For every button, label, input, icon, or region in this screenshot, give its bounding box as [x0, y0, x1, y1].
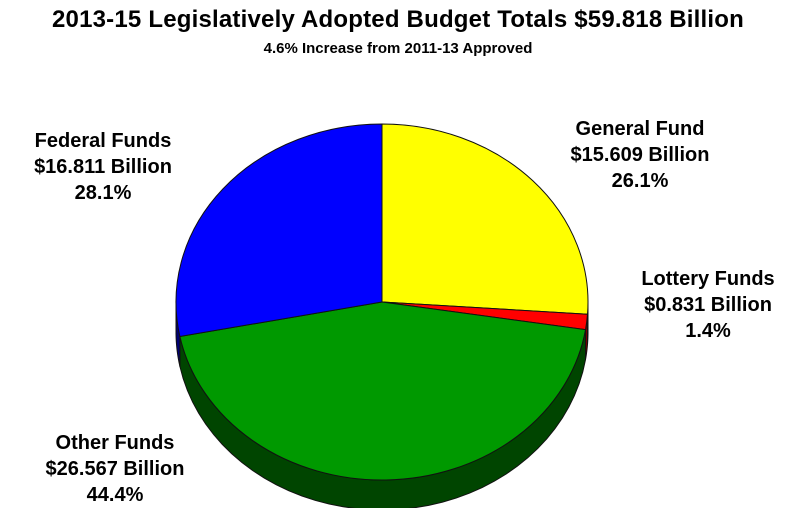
label-federal-funds-name: Federal Funds: [8, 128, 198, 154]
label-federal-funds: Federal Funds $16.811 Billion 28.1%: [8, 128, 198, 206]
label-federal-funds-amount: $16.811 Billion: [8, 154, 198, 180]
label-lottery-funds-name: Lottery Funds: [620, 266, 796, 292]
label-general-fund-amount: $15.609 Billion: [540, 142, 740, 168]
label-other-funds-percent: 44.4%: [22, 482, 208, 508]
pie-top: [176, 124, 588, 480]
label-other-funds: Other Funds $26.567 Billion 44.4%: [22, 430, 208, 508]
label-federal-funds-percent: 28.1%: [8, 180, 198, 206]
label-lottery-funds-amount: $0.831 Billion: [620, 292, 796, 318]
label-general-fund: General Fund $15.609 Billion 26.1%: [540, 116, 740, 194]
label-lottery-funds-percent: 1.4%: [620, 318, 796, 344]
label-lottery-funds: Lottery Funds $0.831 Billion 1.4%: [620, 266, 796, 344]
label-other-funds-name: Other Funds: [22, 430, 208, 456]
label-general-fund-name: General Fund: [540, 116, 740, 142]
label-other-funds-amount: $26.567 Billion: [22, 456, 208, 482]
label-general-fund-percent: 26.1%: [540, 168, 740, 194]
pie-slice-federal-funds: [176, 124, 382, 336]
